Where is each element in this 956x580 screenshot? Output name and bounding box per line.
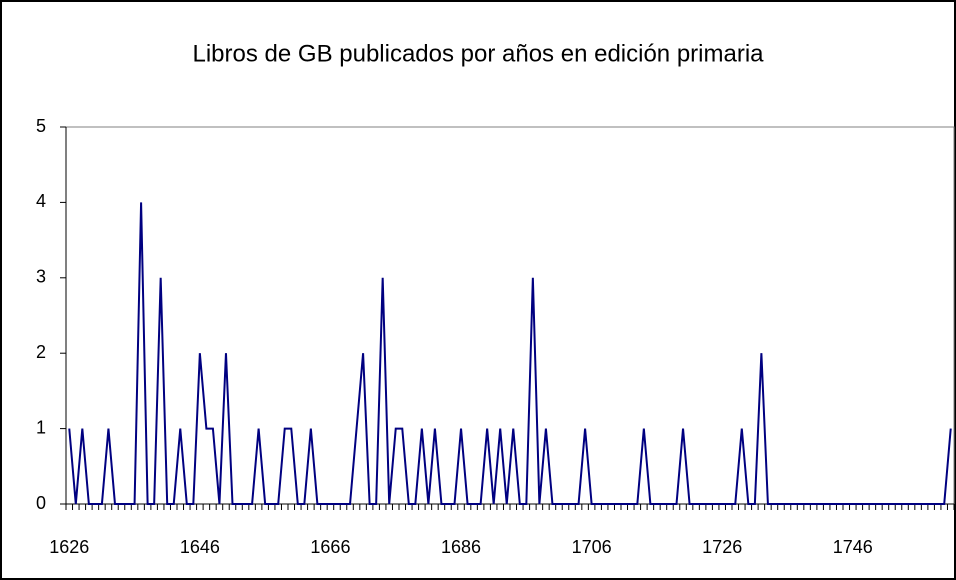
y-tick-label: 0 [36, 493, 46, 513]
x-tick-label: 1726 [702, 537, 742, 557]
y-tick-label: 2 [36, 342, 46, 362]
y-tick-label: 4 [36, 191, 46, 211]
x-tick-label: 1746 [833, 537, 873, 557]
chart-title: Libros de GB publicados por años en edic… [193, 40, 765, 67]
x-tick-label: 1646 [180, 537, 220, 557]
y-tick-label: 1 [36, 417, 46, 437]
x-tick-label: 1706 [572, 537, 612, 557]
y-tick-label: 5 [36, 116, 46, 136]
series-line [68, 202, 952, 505]
x-tick-label: 1666 [310, 537, 350, 557]
y-tick-label: 3 [36, 267, 46, 287]
x-tick-label: 1626 [49, 537, 89, 557]
x-tick-label: 1686 [441, 537, 481, 557]
